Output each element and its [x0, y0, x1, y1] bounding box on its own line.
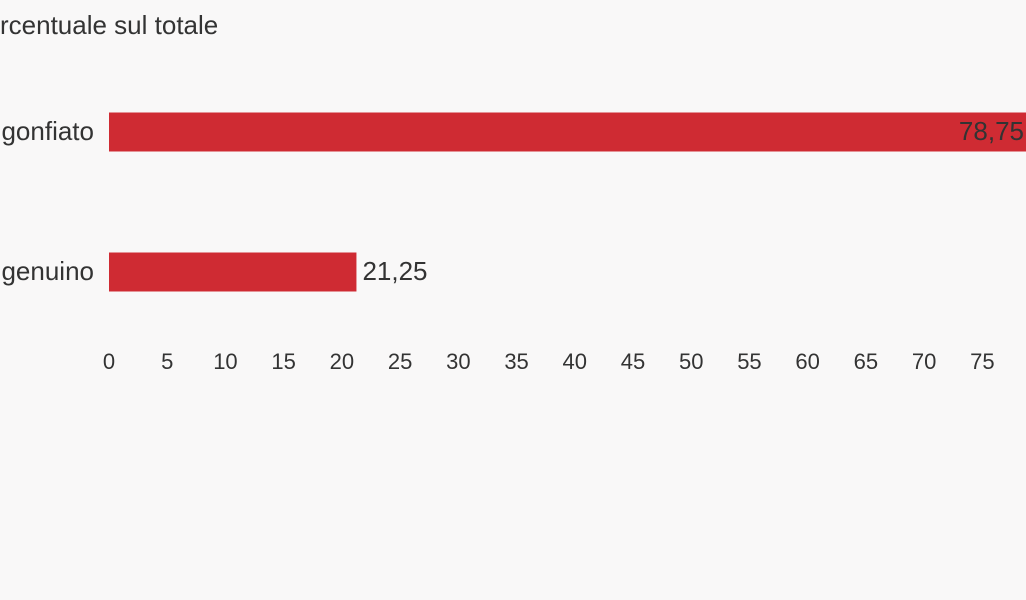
x-tick-label: 75: [970, 349, 994, 374]
x-tick-label: 45: [621, 349, 645, 374]
x-tick-label: 55: [737, 349, 761, 374]
bar: [109, 252, 357, 292]
y-tick-label: genuino: [1, 256, 94, 286]
x-tick-label: 20: [330, 349, 354, 374]
x-tick-label: 60: [795, 349, 819, 374]
x-tick-label: 5: [161, 349, 173, 374]
x-tick-label: 70: [912, 349, 936, 374]
x-tick-label: 40: [563, 349, 587, 374]
value-label: 21,25: [362, 256, 427, 286]
x-tick-label: 10: [213, 349, 237, 374]
value-label: 78,75: [959, 116, 1024, 146]
x-tick-label: 50: [679, 349, 703, 374]
x-tick-label: 35: [504, 349, 528, 374]
x-tick-label: 25: [388, 349, 412, 374]
x-tick-label: 65: [854, 349, 878, 374]
x-tick-label: 30: [446, 349, 470, 374]
x-tick-label: 15: [271, 349, 295, 374]
y-tick-label: gonfiato: [1, 116, 94, 146]
chart-title: rcentuale sul totale: [0, 10, 218, 40]
bar: [109, 112, 1026, 152]
x-tick-label: 0: [103, 349, 115, 374]
